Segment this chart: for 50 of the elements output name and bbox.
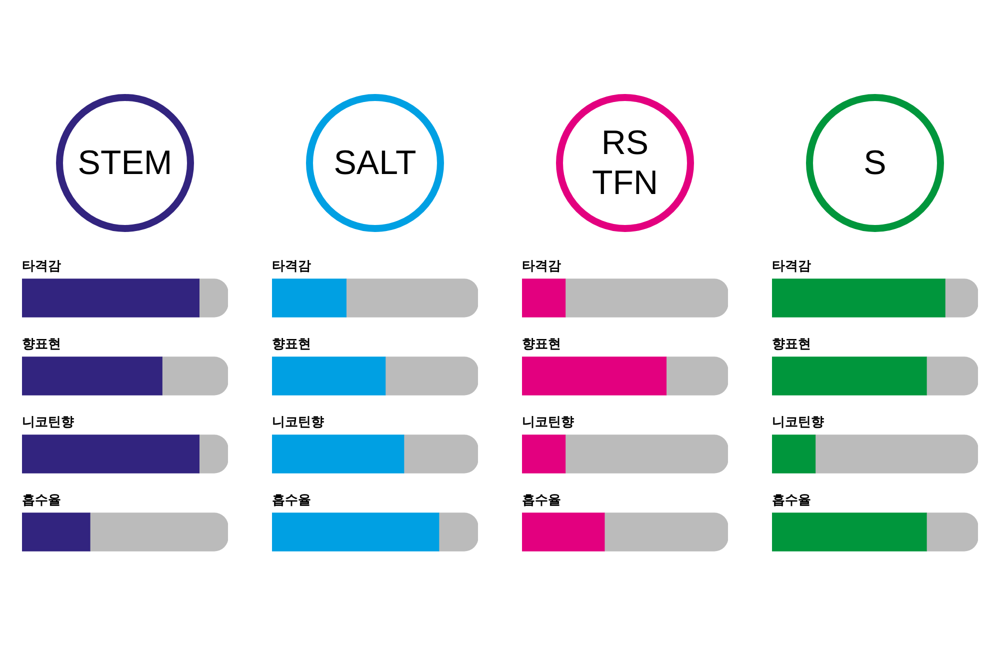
y-tick-label: 흡수율 [272, 492, 311, 508]
y-tick-label: 타격감 [772, 258, 811, 274]
bar [346, 278, 478, 318]
bar [22, 512, 90, 552]
y-tick-label: 니코틴향 [522, 414, 574, 430]
bar [404, 434, 478, 474]
y-tick-label: 니코틴향 [272, 414, 324, 430]
bar [22, 356, 162, 396]
bar [22, 434, 200, 474]
bar [522, 512, 605, 552]
y-tick-label: 타격감 [522, 258, 561, 274]
bar [522, 434, 566, 474]
bar [272, 278, 346, 318]
bar [564, 278, 728, 318]
y-tick-label: 니코틴향 [772, 414, 824, 430]
bar [522, 356, 667, 396]
bar [814, 434, 978, 474]
bar [272, 434, 404, 474]
bar [604, 512, 728, 552]
bar [438, 512, 478, 552]
y-tick-label: 향표현 [772, 336, 811, 352]
chart-title: S [864, 143, 886, 183]
y-tick-label: 흡수율 [772, 492, 811, 508]
bar [772, 278, 946, 318]
bar [272, 512, 440, 552]
bar [772, 356, 927, 396]
y-tick-label: 향표현 [272, 336, 311, 352]
bar [522, 278, 566, 318]
bar [90, 512, 228, 552]
bar [944, 278, 978, 318]
chart-title: SALT [334, 143, 416, 183]
y-tick-label: 니코틴향 [22, 414, 74, 430]
bar [926, 512, 978, 552]
bar [926, 356, 978, 396]
y-tick-label: 흡수율 [522, 492, 561, 508]
y-tick-label: 향표현 [22, 336, 61, 352]
y-tick-label: 타격감 [22, 258, 61, 274]
bar [772, 434, 816, 474]
bar [666, 356, 728, 396]
bar [162, 356, 228, 396]
chart-title: STEM [78, 143, 172, 183]
bar [384, 356, 478, 396]
bar [772, 512, 927, 552]
y-tick-label: 향표현 [522, 336, 561, 352]
y-tick-label: 타격감 [272, 258, 311, 274]
bar [564, 434, 728, 474]
chart-title: RS TFN [592, 123, 658, 203]
bar [272, 356, 386, 396]
bar [22, 278, 200, 318]
y-tick-label: 흡수율 [22, 492, 61, 508]
